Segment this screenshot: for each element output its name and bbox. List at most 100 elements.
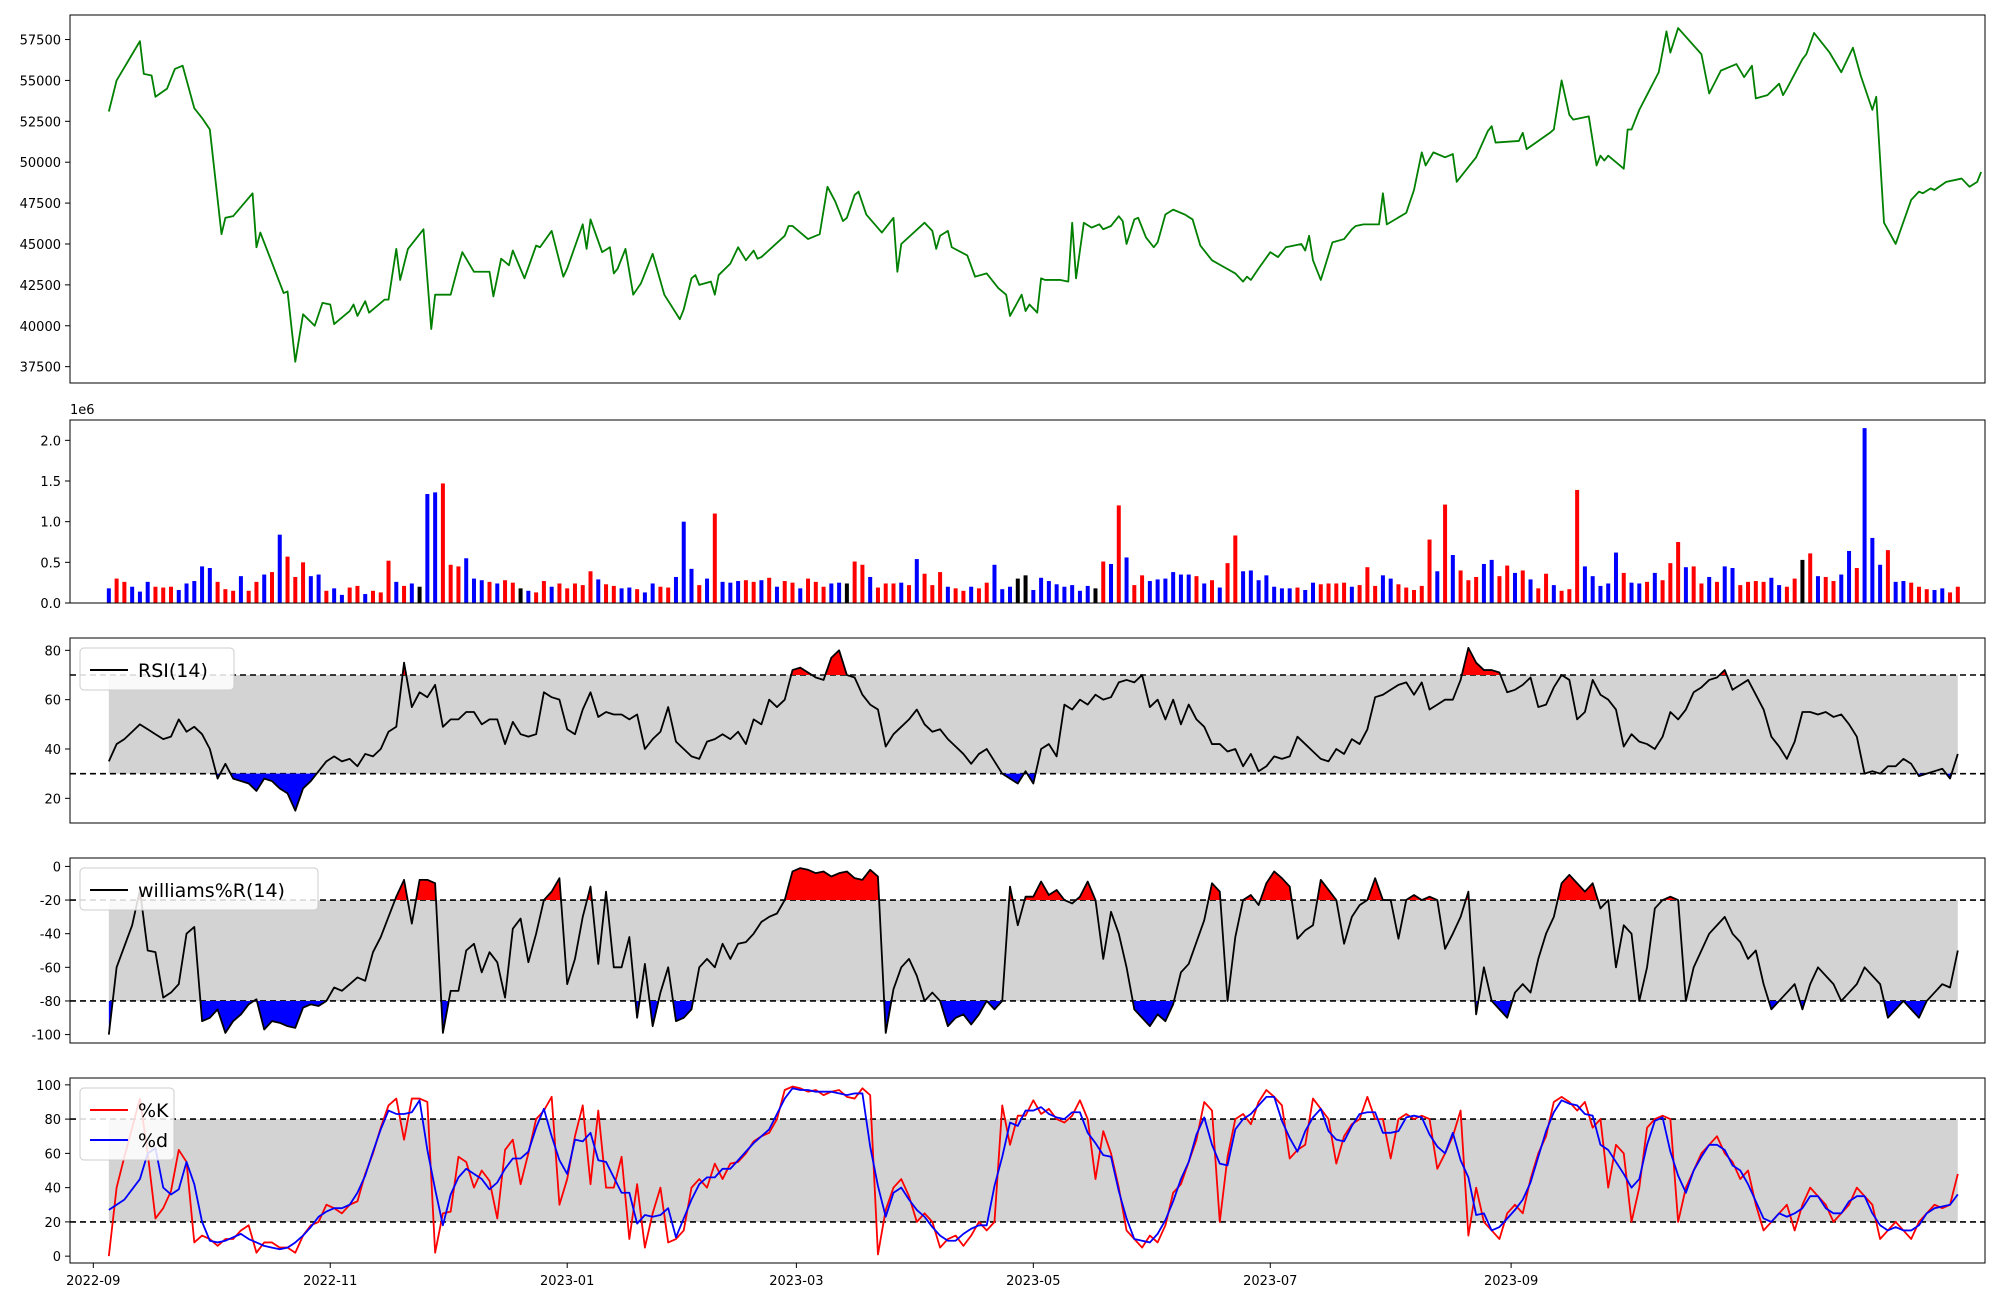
volume-bar (1559, 590, 1564, 603)
volume-bar (1474, 576, 1479, 603)
volume-bar (1101, 561, 1106, 603)
volume-bar (1109, 563, 1114, 603)
d-line (108, 1087, 1959, 1251)
y-tick-label: 52500 (20, 115, 61, 130)
y-tick-label: 100 (36, 1079, 61, 1094)
volume-bar (1178, 574, 1183, 603)
y-tick-label: 0.5 (40, 556, 61, 571)
overbought-fill (1368, 878, 1382, 901)
oversold-fill (1884, 1000, 1903, 1018)
x-tick-label: 2022-09 (66, 1274, 120, 1289)
volume-bar (1637, 583, 1642, 603)
volume-bar (168, 586, 173, 603)
volume-bar (1815, 576, 1820, 603)
volume-bar (254, 581, 259, 603)
y-tick-label: -100 (31, 1029, 61, 1044)
y-tick-label: -40 (40, 928, 61, 943)
volume-bar (1334, 583, 1339, 603)
legend-box (79, 1087, 175, 1161)
volume-bar (1171, 572, 1176, 603)
volume-bar (355, 585, 360, 603)
overbought-fill (1663, 896, 1678, 901)
y-tick-label: 55000 (20, 74, 61, 89)
volume-bar (1000, 589, 1005, 603)
volume-bar (316, 574, 321, 603)
volume-bar (1761, 581, 1766, 603)
volume-bar (1831, 581, 1836, 603)
y-tick-label: 80 (44, 1113, 61, 1128)
y-tick-label: 37500 (20, 361, 61, 376)
volume-bar (176, 589, 181, 603)
oversold-fill (201, 1000, 254, 1033)
volume-bar (774, 586, 779, 603)
volume-bar (1948, 592, 1953, 603)
volume-bar (1691, 566, 1696, 603)
volume-bar (883, 583, 888, 603)
rsi-line (108, 646, 1959, 812)
neutral-band (108, 1119, 1958, 1222)
stochastic-panel: 0 20 40 60 80 100 %K %d (36, 1077, 1986, 1265)
volume-bar (1380, 575, 1385, 603)
volume-bar (363, 594, 368, 603)
volume-bar (1567, 589, 1572, 603)
volume-bar (370, 590, 375, 603)
neutral-band (108, 675, 1958, 774)
volume-bar (1186, 574, 1191, 603)
legend-box (79, 867, 319, 911)
volume-bar (891, 583, 896, 603)
volume-bar (743, 580, 748, 603)
volume-bar (837, 582, 842, 603)
volume-bar (1241, 571, 1246, 603)
y-tick-label: 20 (44, 1216, 61, 1231)
overbought-fill (1260, 871, 1292, 901)
volume-bar (1746, 581, 1751, 603)
oversold-fill (1492, 1000, 1513, 1018)
volume-bar (448, 564, 453, 603)
volume-bar (200, 566, 205, 603)
volume-bar (798, 588, 803, 603)
volume-bar (1008, 586, 1013, 603)
volume-bar (580, 585, 585, 603)
volume-bar (1738, 585, 1743, 603)
volume-bar (1862, 428, 1867, 603)
legend-label: %d (138, 1130, 168, 1152)
volume-bar (1225, 563, 1230, 603)
volume-bar (953, 588, 958, 603)
volume-bar (1054, 584, 1059, 603)
volume-bar (1847, 550, 1852, 603)
volume-bar (1062, 586, 1067, 603)
volume-bar (518, 588, 523, 603)
volume-bar (642, 592, 647, 603)
volume-bar (1839, 574, 1844, 603)
volume-bar (269, 572, 274, 603)
volume-bar (192, 581, 197, 603)
volume-bar (1481, 563, 1486, 603)
oversold-fill (1800, 1000, 1805, 1010)
volume-bar (1217, 587, 1222, 603)
volume-bar (106, 588, 111, 603)
volume-bar (1808, 553, 1813, 603)
volume-bar (813, 581, 818, 603)
volume-bar (1210, 580, 1215, 603)
volume-bar (137, 591, 142, 603)
y-tick-label: 2.0 (40, 434, 61, 449)
volume-bar (1536, 588, 1541, 603)
legend-label: %K (138, 1100, 169, 1122)
volume-bar (1031, 589, 1036, 603)
volume-bar (1582, 566, 1587, 603)
volume-bar (1458, 570, 1463, 603)
y-tick-label: 20 (44, 792, 61, 807)
volume-bar (1512, 572, 1517, 603)
volume-bar (332, 588, 337, 603)
y-tick-label: 45000 (20, 238, 61, 253)
williams-r-panel: 0 -20 -40 -60 -80 -100 williams%R(14) (31, 857, 1986, 1044)
y-tick-label: 80 (44, 644, 61, 659)
volume-bar (697, 585, 702, 603)
y-tick-label: 50000 (20, 156, 61, 171)
volume-bar (1668, 563, 1673, 603)
volume-bar (1373, 585, 1378, 603)
y-tick-label: 1.5 (40, 475, 61, 490)
volume-bar (541, 581, 546, 603)
volume-bar (1023, 575, 1028, 603)
volume-bar (751, 581, 756, 603)
